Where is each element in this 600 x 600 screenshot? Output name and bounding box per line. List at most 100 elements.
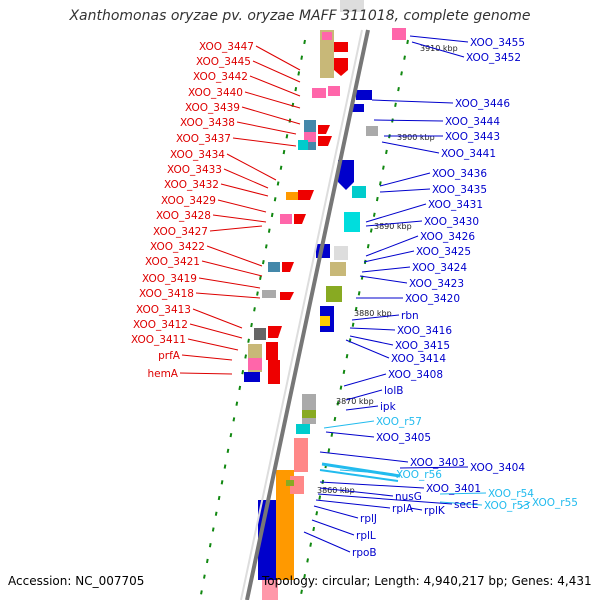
right-gene-leader-line xyxy=(345,405,379,411)
right-gene-label: rplK xyxy=(424,505,446,517)
left-gene-leader-line xyxy=(187,338,239,351)
right-gene-label: rplL xyxy=(356,530,376,542)
rna-gene-label: XOO_r54 xyxy=(488,488,534,500)
kbp-tick: 3910 kbp xyxy=(420,44,458,53)
right-gene-label: XOO_3423 xyxy=(409,278,464,290)
right-gene-leader-line xyxy=(381,141,440,154)
right-gene-leader-line xyxy=(351,314,400,321)
right-gene-label: XOO_3405 xyxy=(376,432,431,444)
right-gene-label: rplA xyxy=(392,503,414,515)
left-gene-label: XOO_3434 xyxy=(170,149,225,161)
left-gene-leader-line xyxy=(179,372,233,375)
left-gene-leader-line xyxy=(212,214,267,223)
right-gene-label: XOO_3431 xyxy=(428,199,483,211)
right-gene-leader-line xyxy=(359,275,408,284)
left-gene-leader-line xyxy=(223,168,269,189)
left-gene-leader-line xyxy=(198,277,261,289)
right-gene-label: nusG xyxy=(395,491,422,503)
right-gene-label: XOO_3408 xyxy=(388,369,443,381)
right-gene-leader-line xyxy=(373,119,444,122)
left-gene-label: XOO_3412 xyxy=(133,319,188,331)
right-gene-leader-line xyxy=(319,451,409,463)
left-gene-leader-line xyxy=(189,323,243,339)
right-gene-label: XOO_3435 xyxy=(432,184,487,196)
right-gene-leader-line xyxy=(349,335,394,346)
right-gene-label: XOO_3414 xyxy=(391,353,446,365)
right-gene-leader-line xyxy=(371,99,454,104)
left-gene-leader-line xyxy=(241,106,301,125)
right-gene-leader-line xyxy=(411,41,465,58)
right-gene-label: XOO_3404 xyxy=(470,462,525,474)
left-genes xyxy=(244,30,348,600)
left-gene-label: XOO_3422 xyxy=(150,241,205,253)
right-gene-leader-line xyxy=(317,493,453,505)
rna-leader-lines xyxy=(323,420,531,509)
left-gene-label: XOO_3429 xyxy=(161,195,216,207)
left-gene-label: prfA xyxy=(158,350,181,362)
right-gene-label: XOO_3401 xyxy=(426,483,481,495)
left-gene-labels: XOO_3447 XOO_3445 XOO_3442 XOO_3440 XOO_3439… xyxy=(131,41,254,380)
left-gene-label: XOO_3447 xyxy=(199,41,254,53)
rna-gene-label: XOO_r53 xyxy=(484,500,530,512)
right-gene-label: ipk xyxy=(380,401,397,413)
rna-gene-leader-line xyxy=(339,469,395,475)
left-gene-label: hemA xyxy=(147,368,178,380)
kbp-tick: 3870 kbp xyxy=(336,397,374,406)
left-gene-label: XOO_3433 xyxy=(167,164,222,176)
left-gene-label: XOO_3419 xyxy=(142,273,197,285)
left-gene-label: XOO_3428 xyxy=(156,210,211,222)
left-leader-lines xyxy=(179,45,301,375)
accession-text: Accession: NC_007705 xyxy=(8,574,145,588)
right-gene-label: XOO_3420 xyxy=(405,293,460,305)
right-gene-leader-line xyxy=(399,466,469,469)
right-genes xyxy=(286,0,406,494)
left-gene-leader-line xyxy=(220,183,269,197)
left-gene-label: XOO_3418 xyxy=(139,288,194,300)
right-gene-leader-line xyxy=(409,35,469,43)
right-gene-label: XOO_3416 xyxy=(397,325,452,337)
right-gene-labels: XOO_3455 XOO_3452 XOO_3446 XOO_3444 XOO_3443… xyxy=(352,37,525,559)
right-gene-label: XOO_3441 xyxy=(441,148,496,160)
right-gene-label: secE xyxy=(454,499,478,511)
right-gene-label: rbn xyxy=(401,310,419,322)
right-gene-leader-line xyxy=(365,203,427,223)
rna-gene-leader-line xyxy=(323,420,375,429)
right-leader-lines xyxy=(303,35,469,553)
left-gene-label: XOO_3440 xyxy=(188,87,243,99)
map-title: Xanthomonas oryzae pv. oryzae MAFF 31101… xyxy=(69,8,531,24)
left-gene-label: XOO_3445 xyxy=(196,56,251,68)
right-gene-label: XOO_3403 xyxy=(410,457,465,469)
left-gene-leader-line xyxy=(217,199,267,213)
right-gene-label: XOO_3415 xyxy=(395,340,450,352)
right-gene-leader-line xyxy=(365,235,419,257)
right-gene-label: XOO_3425 xyxy=(416,246,471,258)
right-gene-leader-line xyxy=(349,327,396,331)
right-gene-label: XOO_3424 xyxy=(412,262,467,274)
left-gene-leader-line xyxy=(209,225,263,232)
right-gene-label: XOO_3436 xyxy=(432,168,487,180)
right-gene-label: lolB xyxy=(384,385,403,397)
right-gene-leader-line xyxy=(409,507,423,511)
rna-gene-leader-line xyxy=(439,501,483,506)
right-gene-label: XOO_3455 xyxy=(470,37,525,49)
left-gene-label: XOO_3427 xyxy=(153,226,208,238)
right-gene-leader-line xyxy=(319,487,394,497)
left-gene-leader-line xyxy=(206,245,263,267)
left-gene-leader-line xyxy=(236,121,297,135)
left-gene-leader-line xyxy=(192,308,243,329)
right-gene-leader-line xyxy=(363,250,415,263)
kbp-tick: 3900 kbp xyxy=(397,133,435,142)
right-gene-leader-line xyxy=(303,531,351,553)
right-gene-leader-line xyxy=(365,220,423,227)
left-gene-label: XOO_3437 xyxy=(176,133,231,145)
right-gene-leader-line xyxy=(313,505,359,519)
left-gene-leader-line xyxy=(201,260,263,277)
right-gene-label: XOO_3446 xyxy=(455,98,510,110)
right-gene-label: XOO_3444 xyxy=(445,116,500,128)
right-gene-label: rpoB xyxy=(352,547,377,559)
rna-gene-label: XOO_r55 xyxy=(532,497,578,509)
kbp-ticks: 3910 kbp 3900 kbp 3890 kbp 3880 kbp 3870… xyxy=(317,44,458,495)
left-gene-label: XOO_3413 xyxy=(136,304,191,316)
